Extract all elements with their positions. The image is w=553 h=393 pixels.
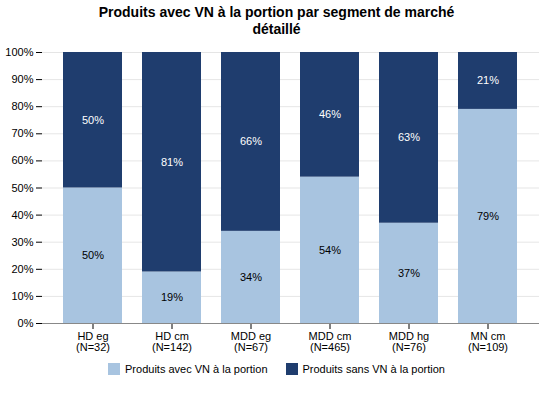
svg-text:90%: 90% xyxy=(11,73,33,85)
svg-text:HD cm(N=142): HD cm(N=142) xyxy=(152,330,192,353)
svg-text:50%: 50% xyxy=(82,114,104,126)
svg-text:40%: 40% xyxy=(11,209,33,221)
html-text:Produits avec VN à la portion: Produits avec VN à la portion par segmen… xyxy=(98,4,455,37)
svg-text:30%: 30% xyxy=(11,236,33,248)
html-text:Produits avec VN à la portion: Produits avec VN à la portion xyxy=(125,363,268,375)
svg-text:19%: 19% xyxy=(161,291,183,303)
svg-text:HD eg(N=32): HD eg(N=32) xyxy=(76,330,110,353)
svg-text:21%: 21% xyxy=(477,74,499,86)
svg-text:80%: 80% xyxy=(11,100,33,112)
svg-text:50%: 50% xyxy=(11,182,33,194)
html-text:Produits sans VN à la portion: Produits sans VN à la portion xyxy=(302,363,445,375)
svg-text:MN cm(N=109): MN cm(N=109) xyxy=(468,330,508,353)
svg-text:10%: 10% xyxy=(11,290,33,302)
svg-text:46%: 46% xyxy=(319,108,341,120)
svg-text:79%: 79% xyxy=(477,210,499,222)
svg-text:54%: 54% xyxy=(319,244,341,256)
svg-text:MDD cm(N=465): MDD cm(N=465) xyxy=(309,330,352,353)
svg-text:100%: 100% xyxy=(5,46,33,58)
svg-text:50%: 50% xyxy=(82,249,104,261)
svg-text:37%: 37% xyxy=(398,267,420,279)
svg-text:34%: 34% xyxy=(240,271,262,283)
svg-text:60%: 60% xyxy=(11,154,33,166)
svg-text:70%: 70% xyxy=(11,127,33,139)
svg-text:MDD eg(N=67): MDD eg(N=67) xyxy=(231,330,271,353)
svg-text:66%: 66% xyxy=(240,135,262,147)
svg-text:20%: 20% xyxy=(11,263,33,275)
svg-text:MDD hg(N=76): MDD hg(N=76) xyxy=(389,330,429,353)
svg-text:81%: 81% xyxy=(161,156,183,168)
svg-text:0%: 0% xyxy=(18,317,34,329)
svg-text:63%: 63% xyxy=(398,131,420,143)
